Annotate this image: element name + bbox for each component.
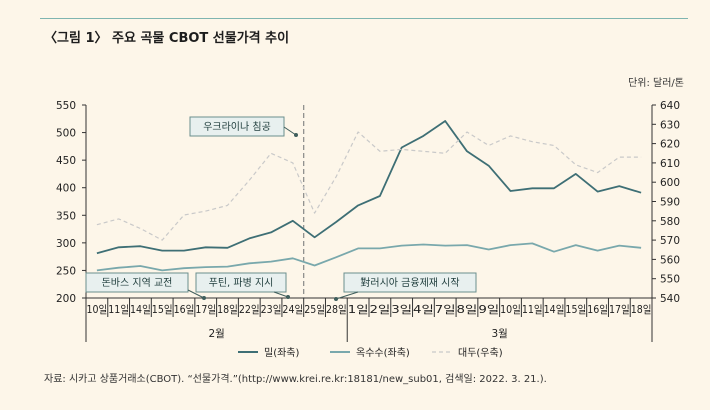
x-tick-label: 25일 xyxy=(304,303,325,316)
x-tick-label: 28일 xyxy=(326,303,347,316)
annotation-arrow xyxy=(187,289,205,299)
y-left-tick-label: 300 xyxy=(56,238,76,250)
y-right-tick-label: 630 xyxy=(660,119,680,131)
x-tick-label: 3일 xyxy=(391,303,412,316)
series-line-1 xyxy=(96,242,642,272)
x-tick-label: 7일 xyxy=(435,303,456,316)
legend-label-2: 대두(우축) xyxy=(458,347,503,359)
x-tick-label: 10일 xyxy=(87,303,108,316)
source-note: 자료: 시카고 상품거래소(CBOT). “선물가격.”(http://www.… xyxy=(44,374,547,385)
y-right-tick-label: 600 xyxy=(660,177,680,189)
annotation-arrow-head xyxy=(202,296,206,300)
annotation-arrow xyxy=(273,291,289,298)
y-left-tick-label: 450 xyxy=(56,155,76,167)
series-layer xyxy=(96,120,642,272)
legend-label-1: 옥수수(좌축) xyxy=(356,347,410,359)
x-month-label: 2월 xyxy=(208,328,224,340)
chart-title: 〈그림 1〉 주요 곡물 CBOT 선물가격 추이 xyxy=(44,31,290,46)
x-tick-label: 4일 xyxy=(413,303,434,316)
x-tick-label: 17일 xyxy=(195,303,216,316)
x-tick-label: 11일 xyxy=(522,303,543,316)
x-tick-label: 18일 xyxy=(217,303,238,316)
x-tick-label: 18일 xyxy=(631,303,652,316)
annotation-arrow xyxy=(283,126,297,136)
x-tick-label: 15일 xyxy=(152,303,173,316)
y-left-tick-label: 500 xyxy=(56,128,76,140)
x-tick-label: 17일 xyxy=(609,303,630,316)
y-right-tick-label: 540 xyxy=(660,293,680,305)
annotation-text: 푸틴, 파병 지시 xyxy=(209,277,274,289)
unit-label: 단위: 달러/톤 xyxy=(628,78,684,89)
x-tick-label: 2일 xyxy=(370,303,391,316)
legend-label-0: 밀(좌축) xyxy=(264,347,300,359)
annotation-text: 우크라이나 침공 xyxy=(203,121,271,133)
y-right-tick-label: 550 xyxy=(660,274,680,286)
x-tick-label: 1일 xyxy=(348,303,369,316)
x-tick-label: 22일 xyxy=(239,303,260,316)
x-tick-label: 15일 xyxy=(565,303,586,316)
y-left-tick-label: 350 xyxy=(56,210,76,222)
y-right-tick-label: 610 xyxy=(660,158,680,170)
x-tick-label: 23일 xyxy=(261,303,282,316)
annotation-arrow-head xyxy=(334,297,338,301)
annotation-arrow-head xyxy=(286,295,290,299)
annotation-box xyxy=(343,272,477,293)
x-tick-label: 8일 xyxy=(457,303,478,316)
y-left-tick-label: 200 xyxy=(56,293,76,305)
y-right-tick-label: 640 xyxy=(660,100,680,112)
x-tick-label: 14일 xyxy=(130,303,151,316)
annotation-box xyxy=(195,272,287,293)
series-line-2 xyxy=(96,131,642,241)
y-right-tick-label: 620 xyxy=(660,139,680,151)
y-left-tick-label: 400 xyxy=(56,183,76,195)
y-right-tick-label: 580 xyxy=(660,216,680,228)
annotation-box xyxy=(189,116,285,137)
y-left-tick-label: 250 xyxy=(56,265,76,277)
series-line-0 xyxy=(96,120,642,255)
annotation-arrow xyxy=(335,291,359,300)
legend: 밀(좌축) 옥수수(좌축) 대두(우축) xyxy=(238,347,503,359)
axes-layer: 200 250 300 350 400 450 500 550 540 550 560 570 580 5… xyxy=(56,100,680,342)
annotation-text: 돈바스 지역 교전 xyxy=(102,277,173,289)
x-tick-label: 16일 xyxy=(587,303,608,316)
x-tick-label: 11일 xyxy=(108,303,129,316)
y-right-tick-label: 590 xyxy=(660,197,680,209)
x-tick-label: 9일 xyxy=(478,303,499,316)
x-tick-label: 24일 xyxy=(282,303,303,316)
y-right-tick-label: 570 xyxy=(660,235,680,247)
x-month-label: 3월 xyxy=(491,328,507,340)
x-tick-label: 16일 xyxy=(174,303,195,316)
x-tick-label: 10일 xyxy=(500,303,521,316)
annotation-text: 對러시아 금융제재 시작 xyxy=(360,276,459,289)
annotation-box xyxy=(85,272,189,293)
y-left-tick-label: 550 xyxy=(56,100,76,112)
x-tick-label: 14일 xyxy=(544,303,565,316)
y-right-tick-label: 560 xyxy=(660,254,680,266)
top-rule xyxy=(40,18,688,19)
annotation-arrow-head xyxy=(294,133,298,137)
